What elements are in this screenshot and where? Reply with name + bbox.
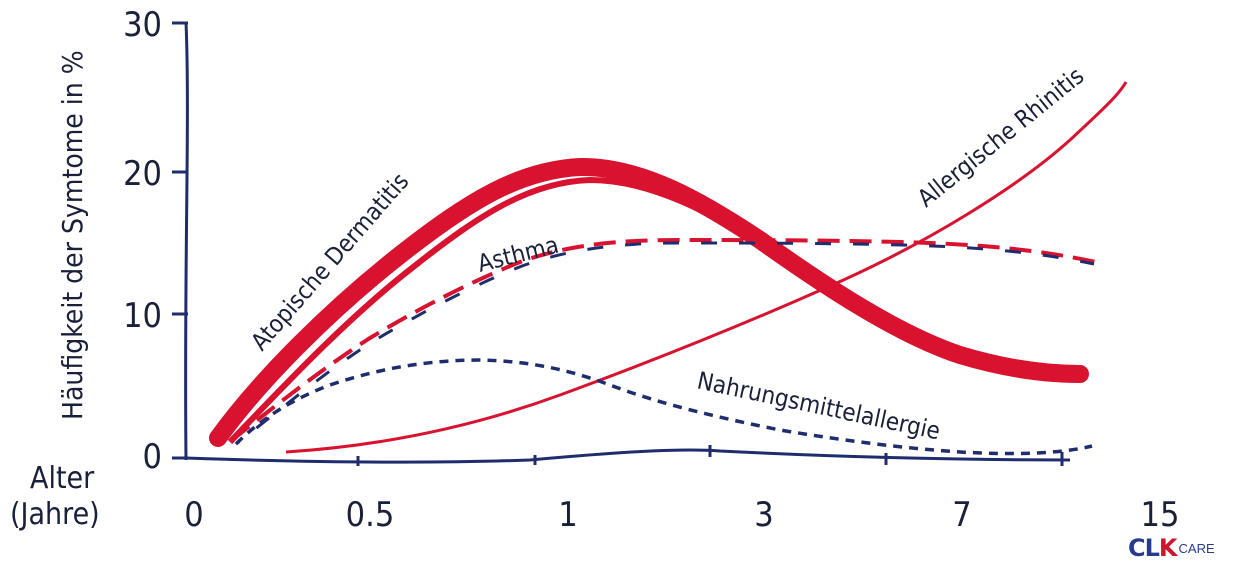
series-label-asthma: Asthma — [475, 231, 562, 278]
logo-care-text: CARE — [1178, 540, 1215, 556]
y-axis — [184, 21, 189, 461]
y-tick-label: 30 — [123, 5, 162, 45]
y-tick-label: 10 — [123, 296, 162, 336]
x-tick-label: 0.5 — [346, 495, 395, 535]
x-tick-label: 15 — [1141, 495, 1180, 535]
x-axis-title-line2: (Jahre) — [10, 497, 100, 532]
y-tick-label: 0 — [143, 437, 162, 477]
x-axis-title-line1: Alter — [30, 461, 95, 496]
series-line-asthma-red — [230, 237, 1097, 442]
x-tick-label: 0 — [184, 495, 203, 535]
x-axis — [185, 448, 1071, 464]
clk-care-logo: CLK CARE — [1128, 534, 1215, 562]
series-line-asthma-blue — [235, 241, 1095, 446]
series-line-nahrungsmittelallergie — [234, 358, 1093, 456]
series-line-atopische-dermatitis-edge — [227, 176, 1083, 445]
x-tick-label: 1 — [558, 495, 577, 535]
x-tick-label: 3 — [754, 495, 773, 535]
y-axis-title: Häufigkeit der Symtome in % — [56, 50, 89, 420]
logo-main: CLK — [1128, 534, 1178, 562]
x-tick-label: 7 — [952, 495, 971, 535]
series-label-allergische-rhinitis: Allergische Rhinitis — [912, 62, 1089, 213]
series-line-allergische-rhinitis — [285, 81, 1128, 454]
y-tick-label: 20 — [123, 154, 162, 194]
series-label-nahrungsmittelallergie: Nahrungsmittelallergie — [695, 366, 943, 445]
